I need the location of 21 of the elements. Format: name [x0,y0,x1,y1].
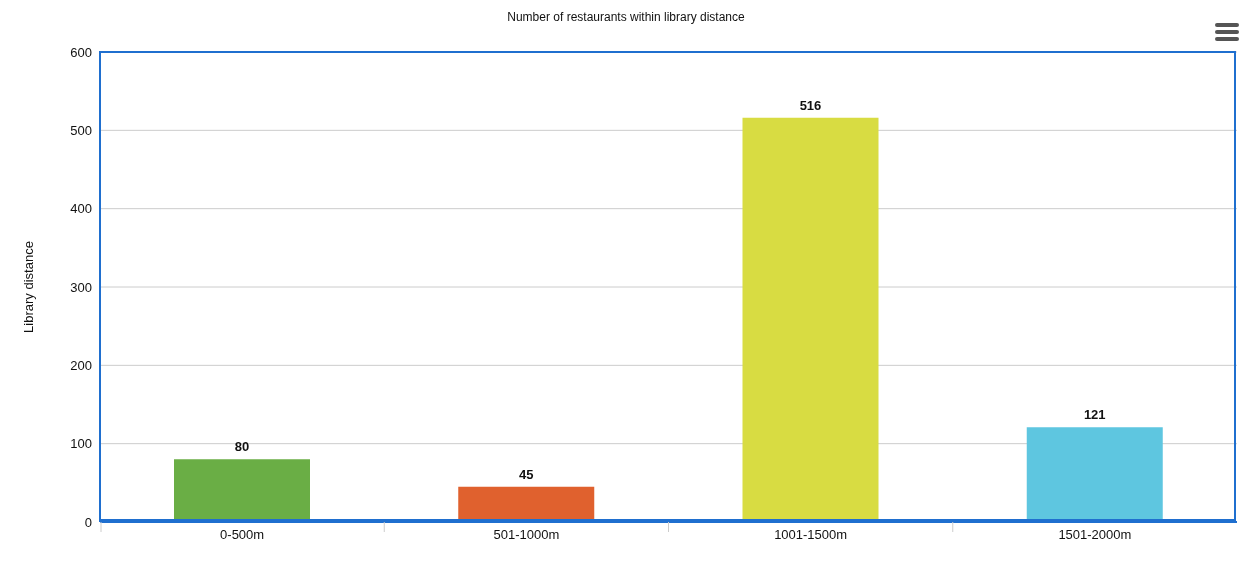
y-tick-label: 500 [70,122,92,138]
x-tick-label: 1501-2000m [1058,527,1132,543]
bar [742,117,879,522]
bar [1026,427,1163,522]
y-tick-label: 100 [70,436,92,452]
bar [458,486,595,522]
chart-title: Number of restaurants within library distance [506,10,746,24]
bar [174,459,310,522]
y-tick-label: 600 [70,44,92,60]
data-label: 516 [799,97,822,113]
y-tick-label: 200 [70,357,92,373]
y-axis-title: Library distance [20,241,36,333]
data-label: 80 [234,439,250,455]
x-tick-label: 1001-1500m [774,527,848,543]
y-tick-label: 0 [84,514,92,530]
y-tick-label: 300 [70,279,92,295]
data-label: 121 [1083,407,1106,423]
x-tick-label: 501-1000m [493,527,560,543]
x-tick-label: 0-500m [220,527,265,543]
data-label: 45 [519,466,534,482]
y-tick-label: 400 [70,201,92,217]
